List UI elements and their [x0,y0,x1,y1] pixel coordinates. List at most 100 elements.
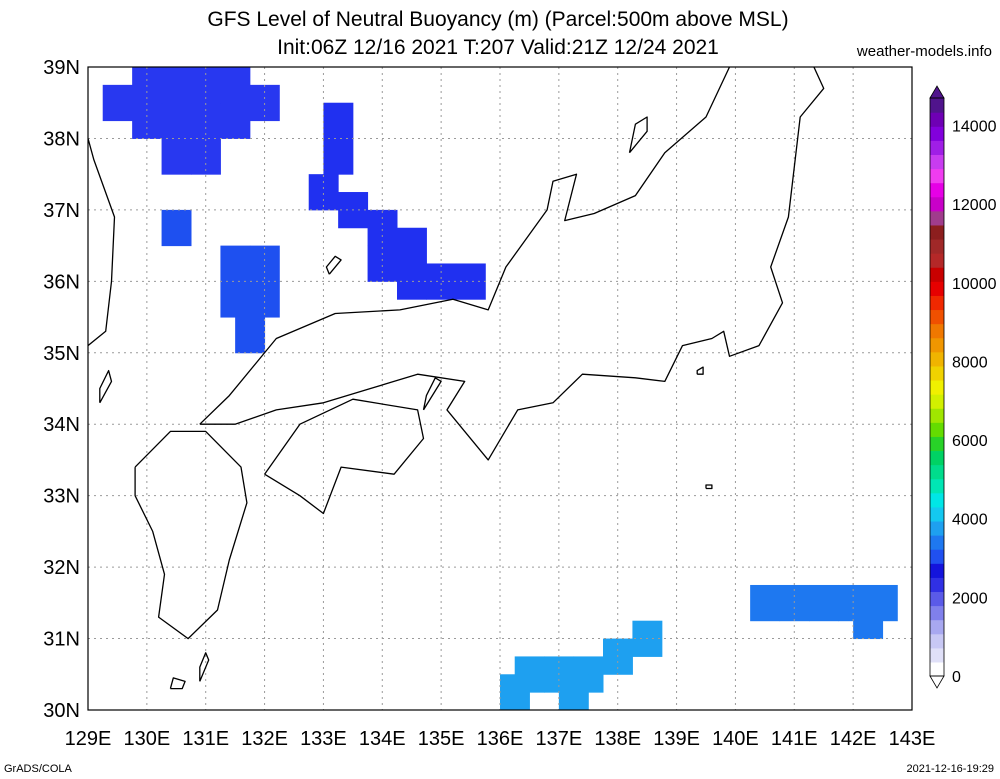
colorbar-swatch [930,238,944,254]
colorbar-swatch [930,478,944,494]
field-cell [191,102,221,139]
lon-tick-label: 131E [182,728,229,750]
chart-title: GFS Level of Neutral Buoyancy (m) (Parce… [207,8,789,31]
field-cell [161,209,192,247]
colorbar-swatch [930,196,944,212]
lon-tick-label: 139E [653,728,700,750]
lat-tick-label: 33N [43,486,80,508]
field-cell [558,674,589,710]
footer-software: GrADS/COLA [4,763,72,775]
footer-timestamp: 2021-12-16-19:29 [906,763,994,775]
coastline-path [169,677,186,690]
coastline-path [134,430,248,640]
field-cell [367,209,398,247]
colorbar-min-arrow [929,675,945,689]
lat-lon-grid [88,67,912,710]
lon-tick-label: 130E [123,728,170,750]
longitude-labels: 129E 130E 131E 132E 133E 134E 135E 136E 137E 138E… [65,728,936,750]
colorbar-label: 0 [952,669,961,686]
field-cell [853,602,884,640]
colorbar-swatch [930,633,944,649]
field-cell [220,245,251,282]
colorbar-swatch [930,408,944,423]
lon-tick-label: 133E [300,728,347,750]
colorbar-swatch [930,577,944,593]
colorbar-swatch [930,563,944,578]
lon-tick-label: 136E [477,728,524,750]
colorbar-swatch [930,323,944,339]
map-frame [87,66,913,711]
coastline [88,67,825,690]
colorbar-label: 10000 [952,276,997,293]
field-cell [235,317,266,354]
field-cell [191,138,221,175]
latitude-labels: 30N 31N 32N 33N 34N 35N 36N 37N 38N 39N [43,57,80,722]
colorbar-swatch [930,126,944,141]
coastline-path [422,377,442,411]
colorbar-max-arrow [929,85,945,99]
colorbar-swatch [930,661,944,677]
field-cell [220,67,251,104]
colorbar-label: 4000 [952,512,988,529]
colorbar-swatch [930,281,944,296]
field-cell [397,227,427,264]
buoyancy-field [102,67,898,710]
colorbar-swatch [930,492,944,508]
colorbar-swatch [930,506,944,522]
lat-tick-label: 35N [43,343,80,365]
coastline-path [99,369,113,404]
field-cell [249,281,280,318]
colorbar-swatch [930,210,944,226]
coastline-path [199,67,825,461]
lon-tick-label: 132E [241,728,288,750]
coastline-path [88,138,116,347]
coastline-path [199,652,210,682]
colorbar-swatch [930,605,944,621]
lat-tick-label: 34N [43,414,80,436]
field-cell [102,84,133,122]
colorbar-swatch [930,464,944,480]
field-cell [161,67,192,104]
colorbar-swatch [930,450,944,466]
lon-tick-label: 134E [359,728,406,750]
colorbar-swatch [930,647,944,663]
colorbar-swatch [930,309,944,325]
field-cell [132,102,163,139]
field-cell [750,584,781,622]
colorbar-swatch [930,535,944,550]
colorbar-label: 8000 [952,354,988,371]
coastline-path [628,116,648,154]
lat-tick-label: 31N [43,629,80,651]
lat-tick-label: 30N [43,700,80,722]
colorbar-swatch [930,224,944,240]
field-cell [249,245,280,282]
colorbar-swatch [930,422,944,437]
colorbar-label: 14000 [952,119,997,136]
field-cell [367,245,398,282]
field-cell [161,138,192,175]
colorbar-swatch [930,267,944,282]
coastline-path [705,484,713,490]
colorbar-swatch [930,337,944,353]
lon-tick-label: 141E [771,728,818,750]
lat-tick-label: 36N [43,271,80,293]
field-cell [308,174,339,211]
lon-tick-label: 142E [830,728,877,750]
colorbar-swatch [930,619,944,635]
colorbar-label: 2000 [952,590,988,607]
colorbar-swatch [930,98,944,113]
field-cell [500,674,530,710]
field-cell [779,584,810,622]
field-cell [809,584,839,622]
coastline-path [325,255,342,275]
lon-tick-label: 129E [65,728,112,750]
colorbar-swatch [930,365,944,381]
colorbar: 0 2000 4000 6000 8000 10000 12000 14000 [929,85,997,689]
lat-tick-label: 37N [43,200,80,222]
colorbar-swatch [930,112,944,127]
field-cell [323,102,354,139]
site-credit: weather-models.info [856,43,992,60]
lat-tick-label: 39N [43,57,80,79]
field-cell [220,102,251,139]
colorbar-swatch [930,591,944,607]
